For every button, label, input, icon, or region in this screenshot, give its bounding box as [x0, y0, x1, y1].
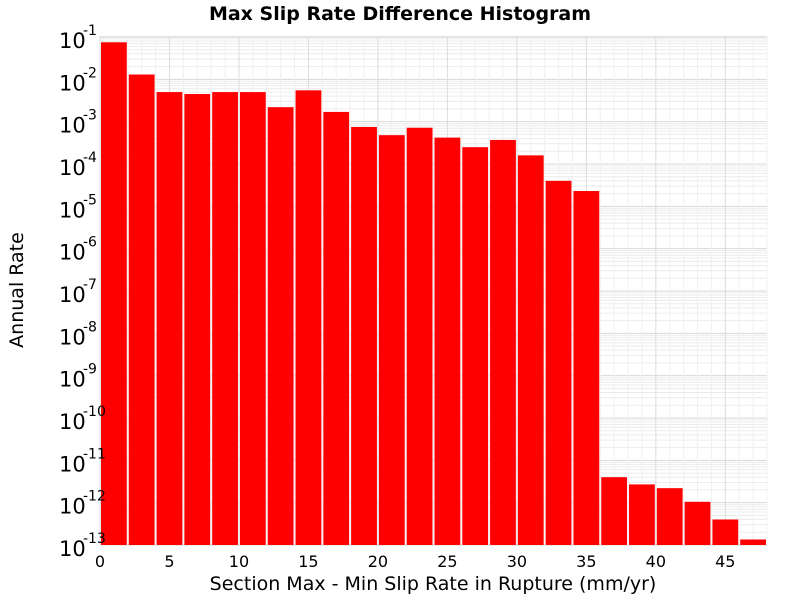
- histogram-bar: [462, 147, 489, 545]
- histogram-bar: [684, 501, 711, 545]
- histogram-bar: [406, 127, 433, 545]
- y-tick-exponent: -10: [83, 404, 106, 420]
- y-tick-base: 10: [59, 368, 86, 392]
- histogram-bar: [434, 137, 461, 545]
- y-tick-base: 10: [59, 114, 86, 138]
- y-tick-exponent: -1: [83, 23, 97, 39]
- x-tick-label: 40: [646, 552, 666, 571]
- y-tick-base: 10: [59, 71, 86, 95]
- bars: [101, 42, 766, 546]
- y-axis-label: Annual Rate: [6, 232, 28, 348]
- histogram-bar: [128, 74, 155, 545]
- x-tick-label: 20: [368, 552, 388, 571]
- y-tick-base: 10: [59, 325, 86, 349]
- y-tick-base: 10: [59, 537, 86, 561]
- x-axis-label: Section Max - Min Slip Rate in Rupture (…: [210, 573, 657, 595]
- y-tick-base: 10: [59, 29, 86, 53]
- histogram-bar: [295, 90, 322, 545]
- chart-title: Max Slip Rate Difference Histogram: [209, 3, 591, 25]
- x-tick-label: 35: [576, 552, 596, 571]
- histogram-bar: [156, 92, 183, 545]
- y-tick-base: 10: [59, 495, 86, 519]
- histogram-bar: [351, 126, 377, 545]
- histogram-bar: [517, 155, 544, 545]
- histogram-bar: [573, 191, 600, 545]
- y-tick-exponent: -9: [83, 362, 97, 378]
- y-tick-exponent: -11: [83, 446, 106, 462]
- y-tick-exponent: -8: [83, 319, 97, 335]
- y-tick-exponent: -13: [83, 531, 106, 547]
- histogram-bar: [740, 539, 766, 545]
- histogram-bar: [267, 107, 294, 545]
- y-tick-exponent: -6: [83, 235, 97, 251]
- y-tick-exponent: -2: [83, 65, 97, 81]
- histogram-bar: [101, 42, 127, 546]
- histogram-bar: [545, 180, 572, 545]
- histogram-bar: [656, 488, 683, 545]
- y-tick-exponent: -3: [83, 108, 97, 124]
- histogram-bar: [490, 139, 516, 546]
- histogram-bar: [378, 135, 405, 546]
- y-tick-exponent: -7: [83, 277, 97, 293]
- histogram-bar: [239, 92, 266, 545]
- x-tick-label: 25: [437, 552, 457, 571]
- y-tick-exponent: -4: [83, 150, 97, 166]
- histogram-bar: [212, 92, 238, 545]
- y-tick-base: 10: [59, 452, 86, 476]
- y-tick-exponent: -12: [83, 489, 106, 505]
- y-tick-base: 10: [59, 410, 86, 434]
- y-tick-exponent: -5: [83, 192, 97, 208]
- histogram-bar: [184, 94, 211, 545]
- x-tick-label: 0: [95, 552, 105, 571]
- histogram-bar: [323, 111, 350, 545]
- histogram-bar: [712, 519, 739, 545]
- x-tick-label: 30: [507, 552, 527, 571]
- x-tick-label: 45: [715, 552, 735, 571]
- x-tick-label: 10: [229, 552, 249, 571]
- histogram-bar: [629, 484, 655, 545]
- y-tick-base: 10: [59, 241, 86, 265]
- y-axis-ticks: 10-110-210-310-410-510-610-710-810-910-1…: [59, 23, 106, 561]
- x-axis-ticks: 0 5 10 15 20 25 30 35 40 45: [95, 552, 736, 571]
- y-tick-base: 10: [59, 283, 86, 307]
- y-tick-base: 10: [59, 156, 86, 180]
- x-tick-label: 5: [164, 552, 174, 571]
- y-tick-base: 10: [59, 198, 86, 222]
- histogram-bar: [601, 477, 628, 545]
- x-tick-label: 15: [298, 552, 318, 571]
